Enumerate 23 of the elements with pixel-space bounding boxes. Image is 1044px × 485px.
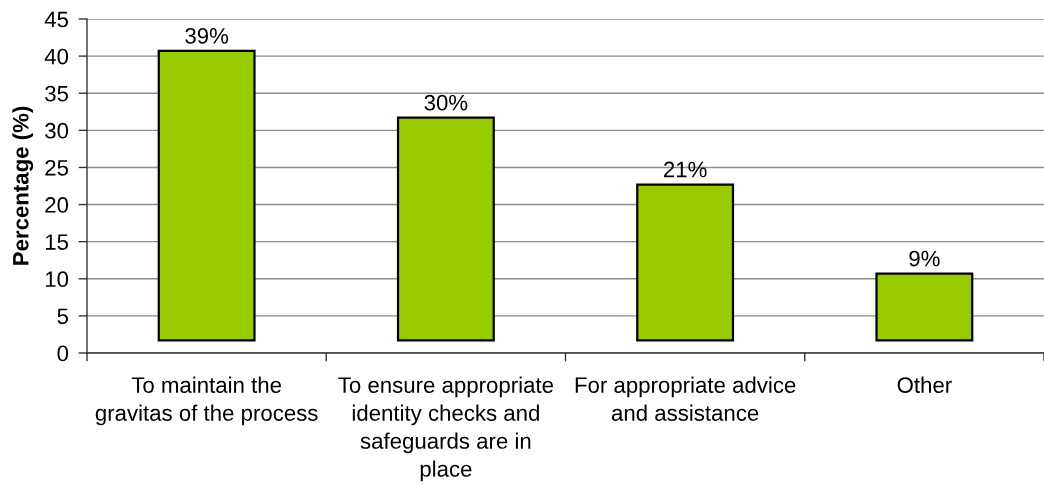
x-tick-label: To ensure appropriate identity checks and safeguards are in place <box>338 376 553 482</box>
y-tick-label: 25 <box>45 159 69 176</box>
data-label: 21% <box>664 161 707 178</box>
y-tick-label: 20 <box>45 197 69 213</box>
y-tick-label: 10 <box>45 271 69 288</box>
bar <box>157 49 256 342</box>
y-tick-label: 45 <box>44 11 69 28</box>
data-label: 9% <box>909 250 940 267</box>
data-label: 30% <box>424 94 468 111</box>
y-tick-label: 0 <box>57 345 69 362</box>
x-tick-label: For appropriate advice and assistance <box>575 376 796 421</box>
bar <box>636 183 735 342</box>
y-tick-label: 35 <box>45 85 69 102</box>
bar <box>396 116 495 342</box>
y-tick-label: 40 <box>44 48 69 65</box>
bar <box>875 272 974 342</box>
x-tick-label: Other <box>897 376 952 393</box>
y-tick-label: 30 <box>45 122 69 139</box>
x-tick-label: To maintain the gravitas of the process <box>95 376 318 426</box>
y-tick-label: 15 <box>45 234 69 250</box>
y-tick-label: 5 <box>57 308 69 325</box>
data-label: 39% <box>185 28 229 44</box>
y-axis-title: Percentage (%) <box>12 106 34 265</box>
